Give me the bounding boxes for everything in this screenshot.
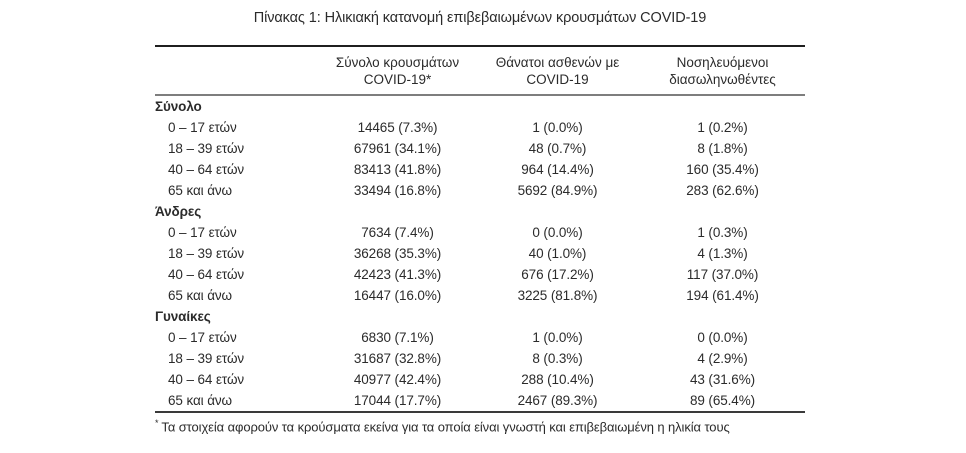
age-group-label: 0 – 17 ετών [168,330,237,345]
cell-total-cases: 31687 (32.8%) [353,351,442,366]
cell-total-cases: 67961 (34.1%) [353,141,442,156]
cell-deaths: 1 (0.0%) [532,330,583,345]
table-row: 18 – 39 ετών 67961 (34.1%) 48 (0.7%) 8 (… [155,138,805,159]
header-intubated-line1: Νοσηλευόμενοι [676,55,769,70]
cell-deaths: 2467 (89.3%) [517,393,598,408]
cell-total-cases: 16447 (16.0%) [353,288,442,303]
table-block: Πίνακας 1: Ηλικιακή κατανομή επιβεβαιωμέ… [155,0,805,434]
age-group-label: 0 – 17 ετών [168,225,237,240]
header-intubated: Νοσηλευόμενοι διασωληνωθέντες [640,54,805,88]
age-group-label: 65 και άνω [168,393,233,408]
header-empty-cell [155,54,320,88]
age-group-label: 65 και άνω [168,183,233,198]
cell-deaths: 3225 (81.8%) [517,288,598,303]
cell-deaths: 40 (1.0%) [528,246,587,261]
cell-intubated: 4 (1.3%) [697,246,748,261]
footnote-asterisk: * [155,418,159,428]
cell-intubated: 89 (65.4%) [689,393,756,408]
section-label: Γυναίκες [155,309,211,324]
header-deaths-line1: Θάνατοι ασθενών με [495,55,620,70]
table-row: 40 – 64 ετών 40977 (42.4%) 288 (10.4%) 4… [155,369,805,390]
footnote: * Τα στοιχεία αφορούν τα κρούσματα εκείνα… [155,418,805,434]
cell-total-cases: 42423 (41.3%) [353,267,442,282]
age-group-label: 18 – 39 ετών [168,246,245,261]
cell-intubated: 117 (37.0%) [686,267,759,282]
age-group-label: 65 και άνω [168,288,233,303]
cell-deaths: 1 (0.0%) [532,120,583,135]
cell-intubated: 1 (0.3%) [697,225,748,240]
cell-deaths: 8 (0.3%) [532,351,583,366]
cell-total-cases: 83413 (41.8%) [353,162,442,177]
table-row: 65 και άνω 16447 (16.0%) 3225 (81.8%) 19… [155,285,805,306]
title-spacer [155,27,805,45]
age-group-label: 18 – 39 ετών [168,351,245,366]
age-group-label: 40 – 64 ετών [168,372,245,387]
cell-intubated: 43 (31.6%) [689,372,756,387]
cell-deaths: 288 (10.4%) [521,372,594,387]
header-deaths: Θάνατοι ασθενών με COVID-19 [475,54,640,88]
table-row: 65 και άνω 33494 (16.8%) 5692 (84.9%) 28… [155,180,805,201]
age-group-label: 0 – 17 ετών [168,120,237,135]
cell-deaths: 964 (14.4%) [521,162,594,177]
cell-intubated: 1 (0.2%) [697,120,748,135]
cell-total-cases: 17044 (17.7%) [353,393,442,408]
table-row: 0 – 17 ετών 7634 (7.4%) 0 (0.0%) 1 (0.3%… [155,222,805,243]
table-body: Σύνολο 0 – 17 ετών 14465 (7.3%) 1 (0.0%)… [155,96,805,413]
cell-deaths: 5692 (84.9%) [517,183,598,198]
age-group-label: 40 – 64 ετών [168,162,245,177]
table-row: 0 – 17 ετών 14465 (7.3%) 1 (0.0%) 1 (0.2… [155,117,805,138]
cell-total-cases: 14465 (7.3%) [357,120,438,135]
cell-intubated: 283 (62.6%) [686,183,759,198]
cell-total-cases: 6830 (7.1%) [361,330,434,345]
table-header-row: Σύνολο κρουσμάτων COVID-19* Θάνατοι ασθε… [155,45,805,96]
cell-total-cases: 36268 (35.3%) [353,246,442,261]
age-group-label: 40 – 64 ετών [168,267,245,282]
section-label: Άνδρες [155,204,202,219]
covid-age-table: Σύνολο κρουσμάτων COVID-19* Θάνατοι ασθε… [155,45,805,413]
header-deaths-line2: COVID-19 [526,72,589,87]
cell-total-cases: 7634 (7.4%) [361,225,434,240]
table-row: 18 – 39 ετών 36268 (35.3%) 40 (1.0%) 4 (… [155,243,805,264]
section-header-men: Άνδρες [155,201,805,222]
cell-intubated: 8 (1.8%) [697,141,748,156]
section-label: Σύνολο [155,99,202,114]
header-total-cases-line2: COVID-19* [363,72,432,87]
header-intubated-line2: διασωληνωθέντες [669,72,776,87]
cell-total-cases: 33494 (16.8%) [353,183,442,198]
table-row: 0 – 17 ετών 6830 (7.1%) 1 (0.0%) 0 (0.0%… [155,327,805,348]
table-title: Πίνακας 1: Ηλικιακή κατανομή επιβεβαιωμέ… [253,10,707,26]
section-header-women: Γυναίκες [155,306,805,327]
cell-intubated: 0 (0.0%) [697,330,748,345]
age-group-label: 18 – 39 ετών [168,141,245,156]
cell-deaths: 0 (0.0%) [532,225,583,240]
cell-intubated: 160 (35.4%) [686,162,759,177]
cell-deaths: 48 (0.7%) [528,141,587,156]
cell-total-cases: 40977 (42.4%) [353,372,442,387]
cell-intubated: 4 (2.9%) [697,351,748,366]
table-row: 40 – 64 ετών 83413 (41.8%) 964 (14.4%) 1… [155,159,805,180]
section-header-total: Σύνολο [155,96,805,117]
header-total-cases: Σύνολο κρουσμάτων COVID-19* [320,54,475,88]
cell-deaths: 676 (17.2%) [521,267,594,282]
footnote-text: Τα στοιχεία αφορούν τα κρούσματα εκείνα … [161,419,730,435]
table-row: 65 και άνω 17044 (17.7%) 2467 (89.3%) 89… [155,390,805,411]
cell-intubated: 194 (61.4%) [686,288,759,303]
header-total-cases-line1: Σύνολο κρουσμάτων [335,55,460,70]
table-row: 40 – 64 ετών 42423 (41.3%) 676 (17.2%) 1… [155,264,805,285]
table-row: 18 – 39 ετών 31687 (32.8%) 8 (0.3%) 4 (2… [155,348,805,369]
